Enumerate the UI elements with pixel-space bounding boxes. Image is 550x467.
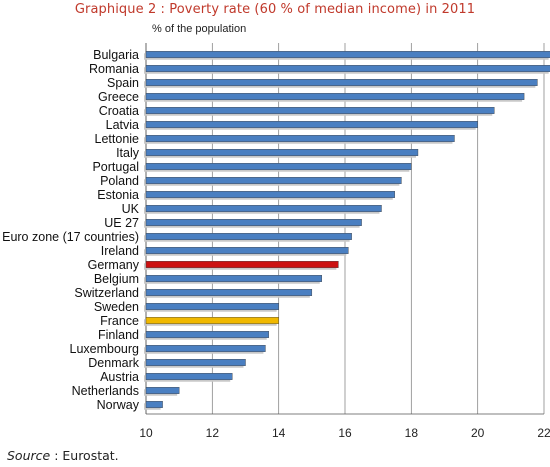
category-label: Luxembourg: [70, 342, 140, 356]
category-label: Portugal: [92, 160, 139, 174]
bar-bulgaria: [145, 51, 550, 58]
bar-estonia: [145, 191, 395, 198]
x-tick-label: 10: [139, 426, 153, 440]
bar-latvia: [145, 121, 478, 128]
x-tick-label: 14: [272, 426, 286, 440]
category-label: Euro zone (17 countries): [2, 230, 139, 244]
x-tick-label: 20: [471, 426, 485, 440]
source-text: : Eurostat.: [50, 448, 119, 463]
bar-spain: [145, 79, 538, 86]
category-label: UE 27: [104, 216, 139, 230]
x-tick-label: 18: [405, 426, 419, 440]
category-label: Romania: [89, 62, 139, 76]
bar-belgium: [145, 275, 322, 282]
bar-portugal: [145, 163, 412, 170]
bar-france: [145, 317, 279, 324]
bar-croatia: [145, 107, 495, 114]
category-label: Estonia: [97, 188, 139, 202]
category-label: Austria: [100, 370, 139, 384]
category-label: Netherlands: [72, 384, 139, 398]
category-label: Italy: [116, 146, 140, 160]
grid-layer: [145, 43, 545, 415]
bar-finland: [145, 331, 269, 338]
category-label: Poland: [100, 174, 139, 188]
bar-norway: [145, 401, 163, 408]
bar-netherlands: [145, 387, 180, 394]
category-label: Norway: [97, 398, 140, 412]
category-label: Latvia: [106, 118, 139, 132]
category-label: Bulgaria: [93, 48, 139, 62]
category-label: Germany: [88, 258, 140, 272]
category-label: Belgium: [94, 272, 139, 286]
category-label: Switzerland: [74, 286, 139, 300]
category-label: Croatia: [99, 104, 139, 118]
category-label: UK: [122, 202, 140, 216]
bar-layer: [144, 51, 550, 410]
bar-uk: [145, 205, 382, 212]
category-label-layer: BulgariaRomaniaSpainGreeceCroatiaLatviaL…: [2, 48, 140, 412]
bar-greece: [145, 93, 525, 100]
category-label: Ireland: [101, 244, 139, 258]
bar-romania: [145, 65, 550, 72]
source-label: Source: [7, 448, 51, 463]
category-label: Denmark: [88, 356, 139, 370]
bar-euro-zone-17-countries-: [145, 233, 352, 240]
bar-germany: [145, 261, 339, 268]
bar-poland: [145, 177, 402, 184]
category-label: France: [100, 314, 139, 328]
chart-title: Graphique 2 : Poverty rate (60 % of medi…: [74, 2, 476, 17]
chart-subtitle: % of the population: [152, 23, 246, 35]
x-tick-layer: 10 12 14 16 18 20 22: [139, 426, 550, 440]
bar-switzerland: [145, 289, 313, 296]
x-tick-label: 16: [338, 426, 352, 440]
category-label: Lettonie: [95, 132, 140, 146]
source-note: Source : Eurostat.: [7, 448, 119, 463]
bar-luxembourg: [145, 345, 266, 352]
bar-ireland: [145, 247, 349, 254]
bar-lettonie: [145, 135, 455, 142]
bar-austria: [145, 373, 233, 380]
category-label: Spain: [107, 76, 139, 90]
category-label: Finland: [98, 328, 139, 342]
bar-ue-27: [145, 219, 362, 226]
x-tick-label: 22: [537, 426, 550, 440]
bar-italy: [145, 149, 419, 156]
x-tick-label: 12: [206, 426, 220, 440]
category-label: Greece: [98, 90, 139, 104]
bar-denmark: [145, 359, 246, 366]
bar-sweden: [145, 303, 279, 310]
category-label: Sweden: [94, 300, 139, 314]
